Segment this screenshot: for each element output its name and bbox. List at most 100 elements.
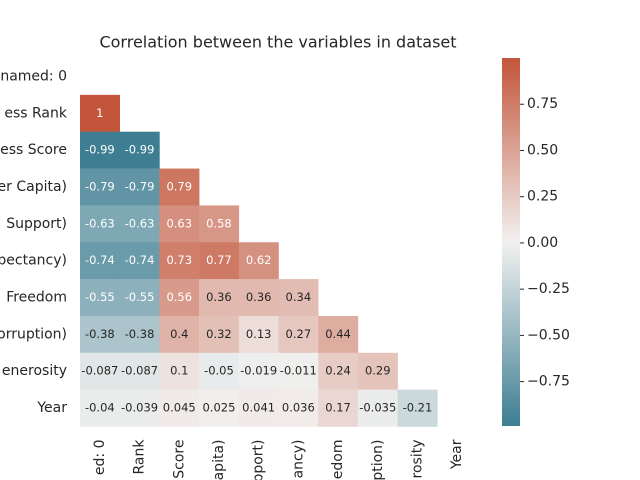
colorbar-tick-label: 0.25	[527, 189, 558, 205]
x-tick-label: apita)	[211, 440, 227, 480]
x-tick-label: edom	[330, 440, 346, 480]
cell-label: 0.56	[166, 290, 192, 304]
y-tick-label: pectancy)	[0, 253, 67, 269]
heatmap-cell	[80, 94, 120, 132]
heatmap-cell	[119, 352, 160, 390]
cell-label: -0.99	[85, 143, 115, 157]
cell-label: -0.74	[125, 253, 155, 267]
heatmap-cell	[357, 389, 398, 427]
cell-label: -0.035	[359, 401, 396, 415]
y-tick-label: orruption)	[0, 326, 67, 342]
cell-label: 0.32	[206, 327, 232, 341]
cell-label: 0.041	[242, 401, 275, 415]
heatmap-cell	[238, 389, 279, 427]
heatmap-cell	[80, 242, 120, 280]
heatmap-cell	[238, 242, 279, 280]
cell-label: -0.04	[85, 401, 115, 415]
heatmap-cell	[119, 205, 160, 243]
heatmap-cell	[119, 242, 160, 280]
heatmap-cell	[318, 315, 359, 354]
heatmap-cell	[278, 315, 319, 354]
cell-label: 0.36	[246, 290, 272, 304]
heatmap-cell	[199, 279, 240, 317]
cell-label: -0.087	[121, 364, 158, 378]
heatmap-cell	[199, 315, 240, 354]
heatmap-cell	[159, 389, 200, 427]
heatmap-cell	[159, 315, 200, 354]
cell-label: 0.036	[282, 401, 315, 415]
heatmap-cell	[278, 352, 319, 390]
heatmap-cell	[80, 389, 120, 427]
cell-label: 0.29	[365, 364, 391, 378]
cell-label: 0.24	[325, 364, 351, 378]
heatmap-cell	[238, 352, 279, 390]
heatmap-cell	[199, 352, 240, 390]
heatmap-cell	[119, 389, 160, 427]
heatmap-cell	[318, 352, 359, 390]
x-tick-label: pport)	[251, 440, 267, 480]
heatmap-cell	[199, 389, 240, 427]
heatmap-cell	[119, 315, 160, 354]
cell-label: -0.38	[85, 327, 115, 341]
cell-label: 0.045	[163, 401, 196, 415]
heatmap-cell	[199, 242, 240, 280]
cell-label: -0.019	[240, 364, 277, 378]
y-tick-label: Year	[36, 400, 67, 416]
heatmap-cell	[119, 168, 160, 206]
x-tick-label: ancy)	[290, 440, 306, 479]
cell-label: 0.73	[166, 253, 192, 267]
heatmap-cell	[159, 205, 200, 243]
cell-label: 0.4	[170, 327, 188, 341]
cell-label: 0.1	[170, 364, 188, 378]
heatmap-cell	[80, 352, 120, 390]
cell-label: -0.039	[121, 401, 158, 415]
x-tick-label: Year	[449, 439, 465, 470]
cell-label: -0.05	[204, 364, 234, 378]
cell-label: 0.62	[246, 253, 272, 267]
heatmap-cell	[159, 168, 200, 206]
cell-label: -0.087	[81, 364, 118, 378]
y-tick-label: Freedom	[6, 290, 67, 306]
cell-label: 0.44	[325, 327, 351, 341]
cell-label: -0.55	[85, 290, 115, 304]
heatmap-cell	[159, 242, 200, 280]
colorbar	[502, 58, 520, 426]
cell-label: -0.79	[125, 179, 155, 193]
cell-label: 0.58	[206, 216, 232, 230]
cell-label: -0.63	[85, 216, 115, 230]
heatmap-cell	[119, 279, 160, 317]
cell-label: 0.34	[286, 290, 312, 304]
cell-label: -0.63	[125, 216, 155, 230]
heatmap-cell	[397, 389, 438, 427]
heatmap-cell	[238, 279, 279, 317]
x-tick-label: ption)	[370, 440, 386, 480]
y-tick-label: enerosity	[2, 363, 67, 379]
heatmap-cell	[278, 279, 319, 317]
y-tick-label: ess Score	[0, 142, 67, 158]
colorbar-tick-label: 0.75	[527, 96, 558, 112]
heatmap-cell	[80, 168, 120, 206]
cell-label: -0.21	[403, 401, 433, 415]
y-tick-label: ess Rank	[4, 105, 68, 121]
y-tick-label: named: 0	[0, 68, 67, 84]
x-tick-label: Score	[171, 440, 187, 479]
colorbar-tick-label: −0.50	[527, 327, 570, 343]
colorbar-tick-label: −0.75	[527, 374, 570, 390]
x-tick-label: Rank	[132, 439, 148, 475]
cell-label: -0.99	[125, 143, 155, 157]
cell-label: 0.79	[166, 179, 192, 193]
cell-label: -0.74	[85, 253, 115, 267]
chart-title: Correlation between the variables in dat…	[99, 33, 456, 52]
cell-label: -0.79	[85, 179, 115, 193]
heatmap-cell	[238, 315, 279, 354]
cell-label: -0.011	[280, 364, 317, 378]
heatmap-cell	[318, 389, 359, 427]
cell-label: 1	[96, 106, 103, 120]
heatmap-cell	[357, 352, 398, 390]
heatmap-cell	[159, 352, 200, 390]
x-tick-label: ed: 0	[92, 440, 108, 476]
heatmap-cell	[278, 389, 319, 427]
cell-label: 0.36	[206, 290, 232, 304]
x-tick-label: rosity	[409, 440, 425, 479]
